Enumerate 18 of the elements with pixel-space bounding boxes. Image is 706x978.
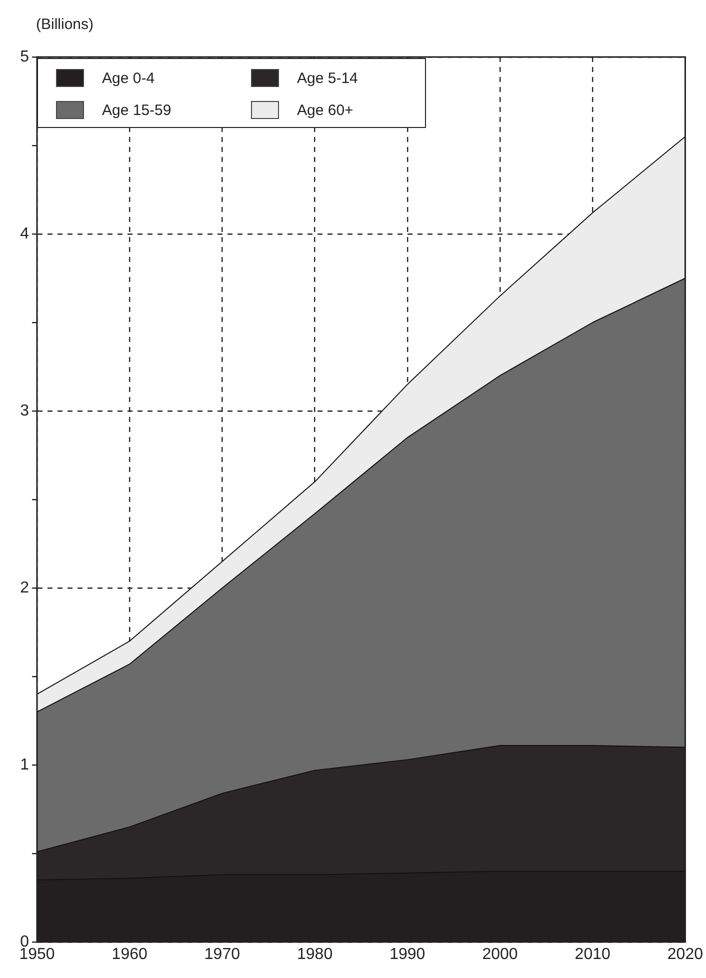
legend-label: Age 0-4 xyxy=(102,70,155,86)
y-tick-label: 2 xyxy=(20,579,30,596)
x-tick-label: 1980 xyxy=(297,946,333,964)
x-tick-label: 1960 xyxy=(112,946,148,964)
x-tick-label: 1990 xyxy=(390,946,426,964)
x-tick-label: 1970 xyxy=(204,946,240,964)
y-tick-label: 3 xyxy=(20,402,30,420)
legend-label: Age 5-14 xyxy=(297,70,358,86)
x-tick-label: 2010 xyxy=(574,946,610,964)
y-tick-label: 4 xyxy=(20,225,30,242)
x-tick-label: 2020 xyxy=(667,946,704,964)
x-tick-label: 1950 xyxy=(19,946,55,964)
legend-label: Age 60+ xyxy=(297,102,354,118)
x-tick-label: 2000 xyxy=(482,946,518,964)
y-tick-label: 1 xyxy=(20,756,30,774)
y-axis-title: (Billions) xyxy=(36,16,94,33)
y-tick-label: 5 xyxy=(20,48,30,66)
legend-label: Age 15-59 xyxy=(102,102,172,118)
